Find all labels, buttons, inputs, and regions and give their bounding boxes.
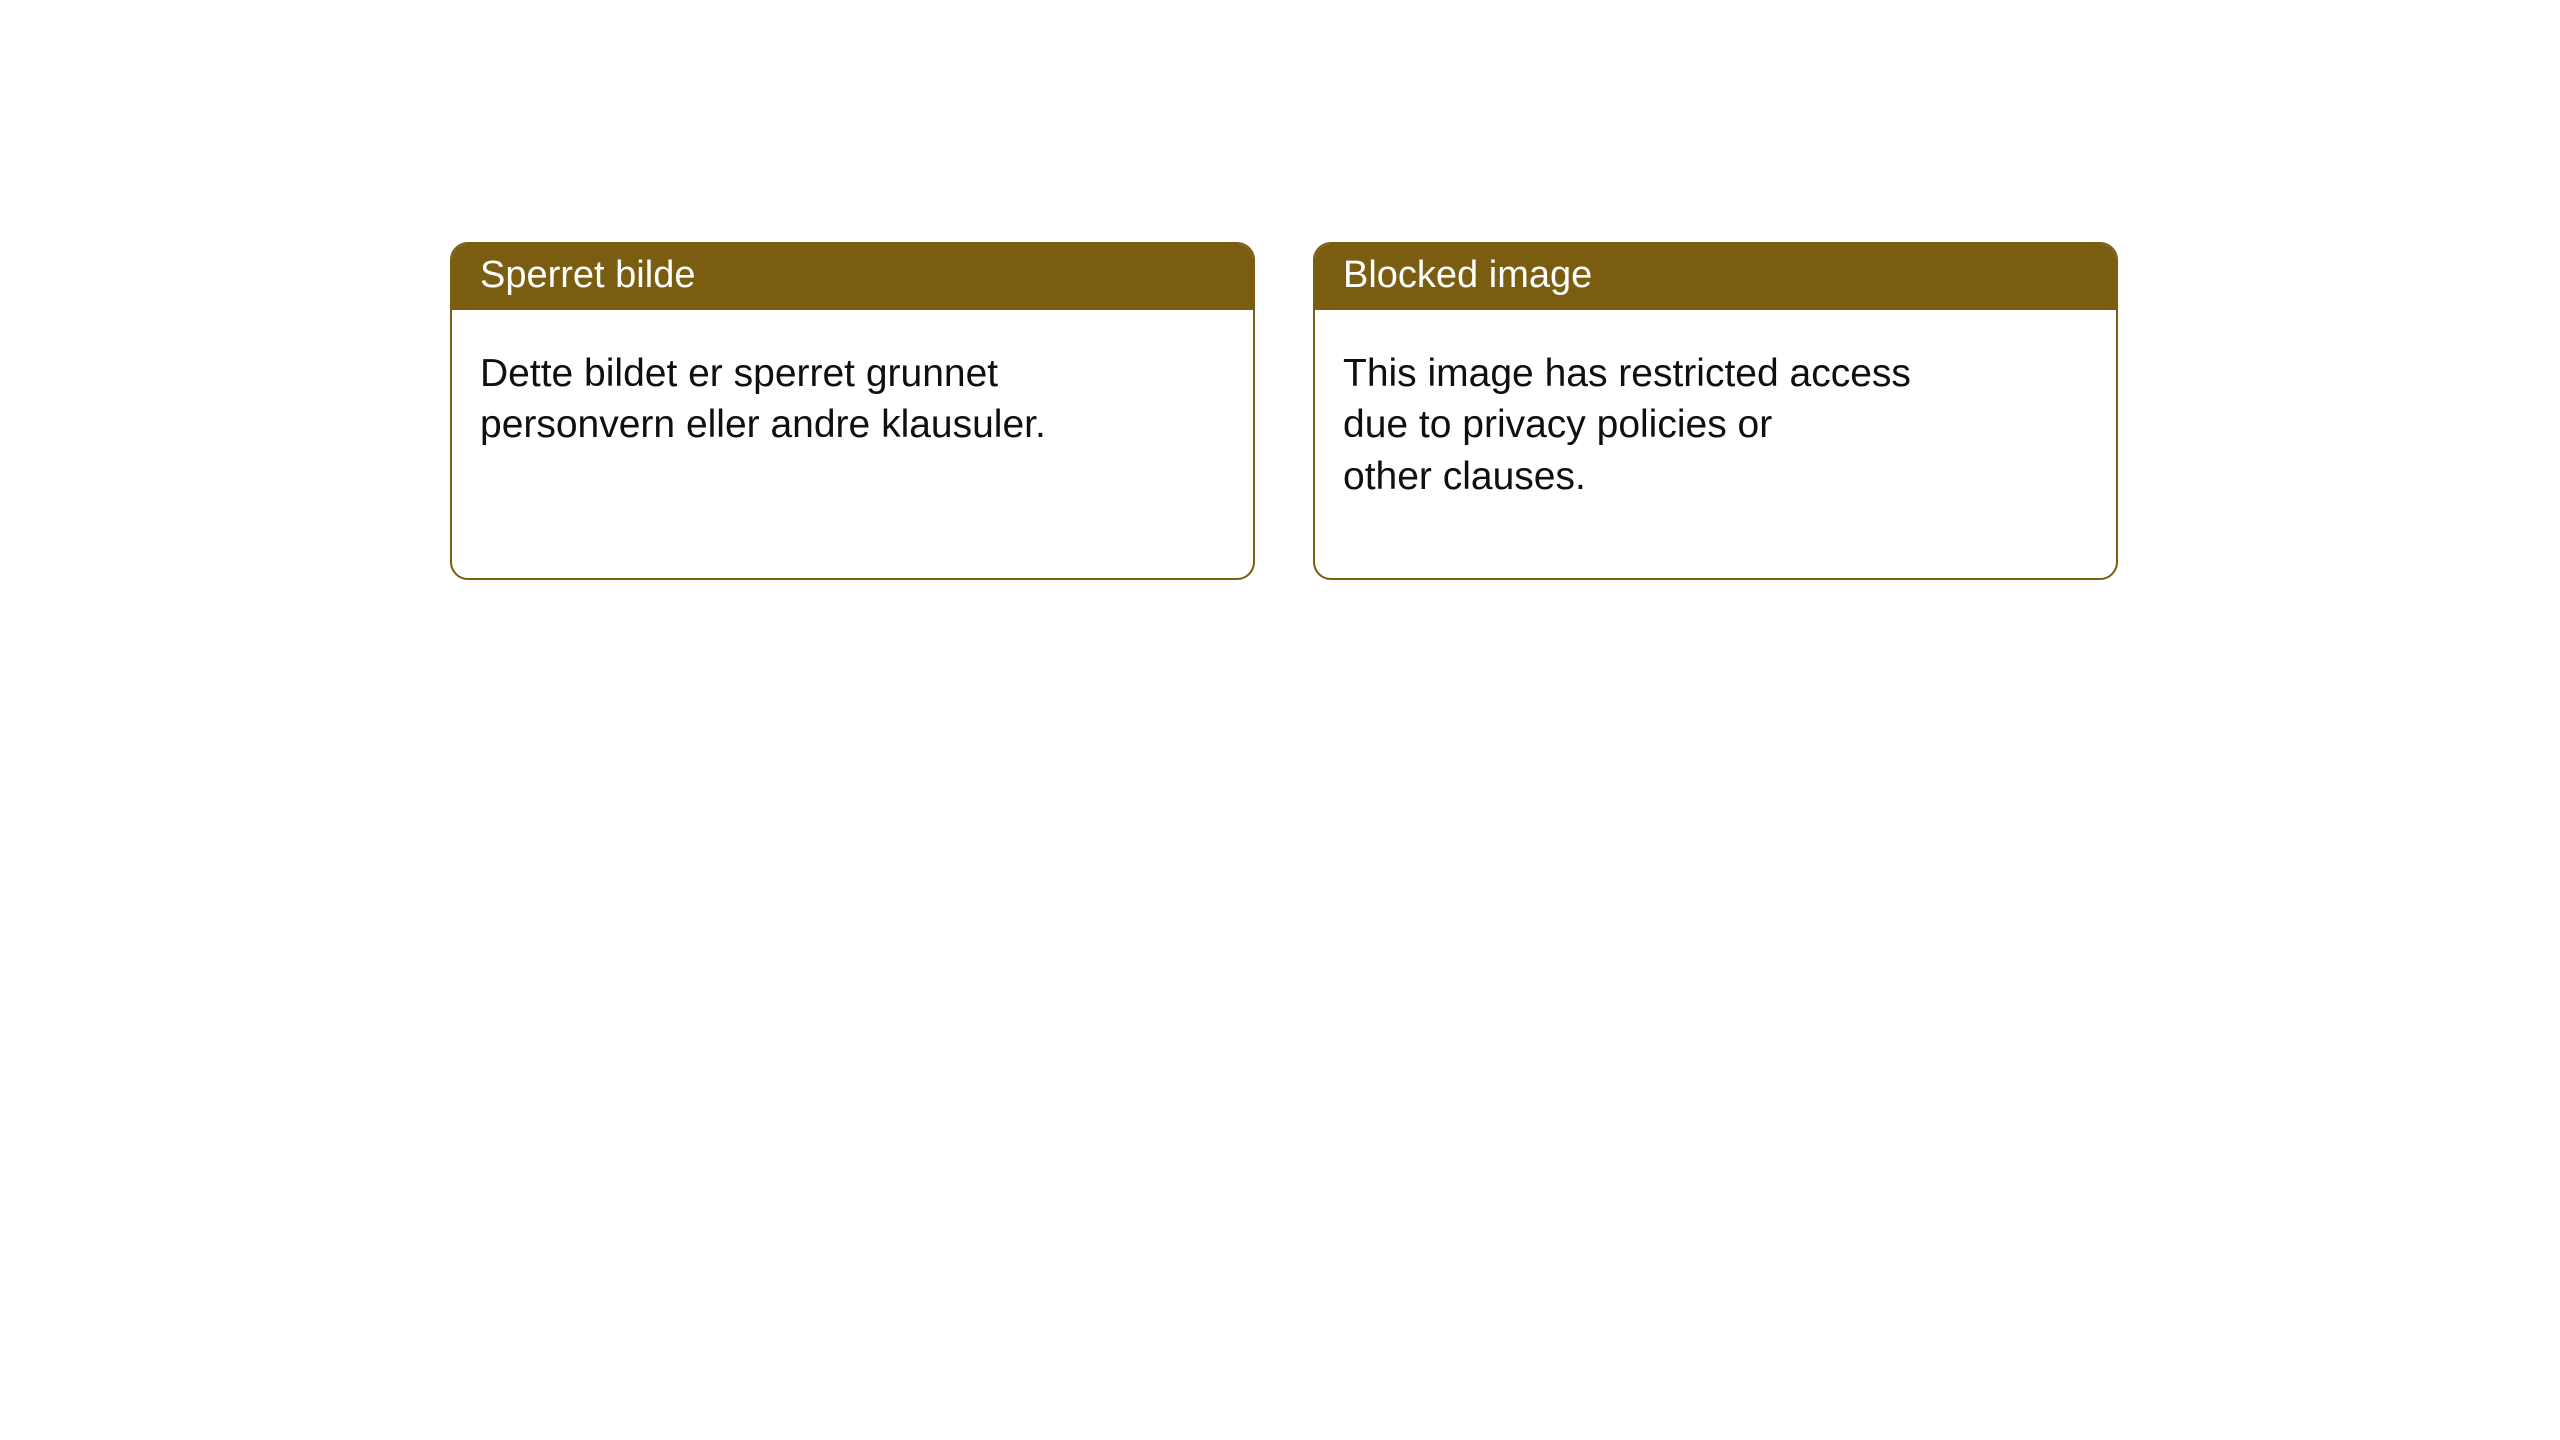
card-body-no: Dette bildet er sperret grunnet personve… (452, 310, 1253, 490)
card-body-en: This image has restricted access due to … (1315, 310, 2116, 542)
blocked-image-card-no: Sperret bilde Dette bildet er sperret gr… (450, 242, 1255, 580)
notice-container: Sperret bilde Dette bildet er sperret gr… (0, 0, 2560, 580)
blocked-image-card-en: Blocked image This image has restricted … (1313, 242, 2118, 580)
card-header-no: Sperret bilde (452, 244, 1253, 310)
card-header-en: Blocked image (1315, 244, 2116, 310)
